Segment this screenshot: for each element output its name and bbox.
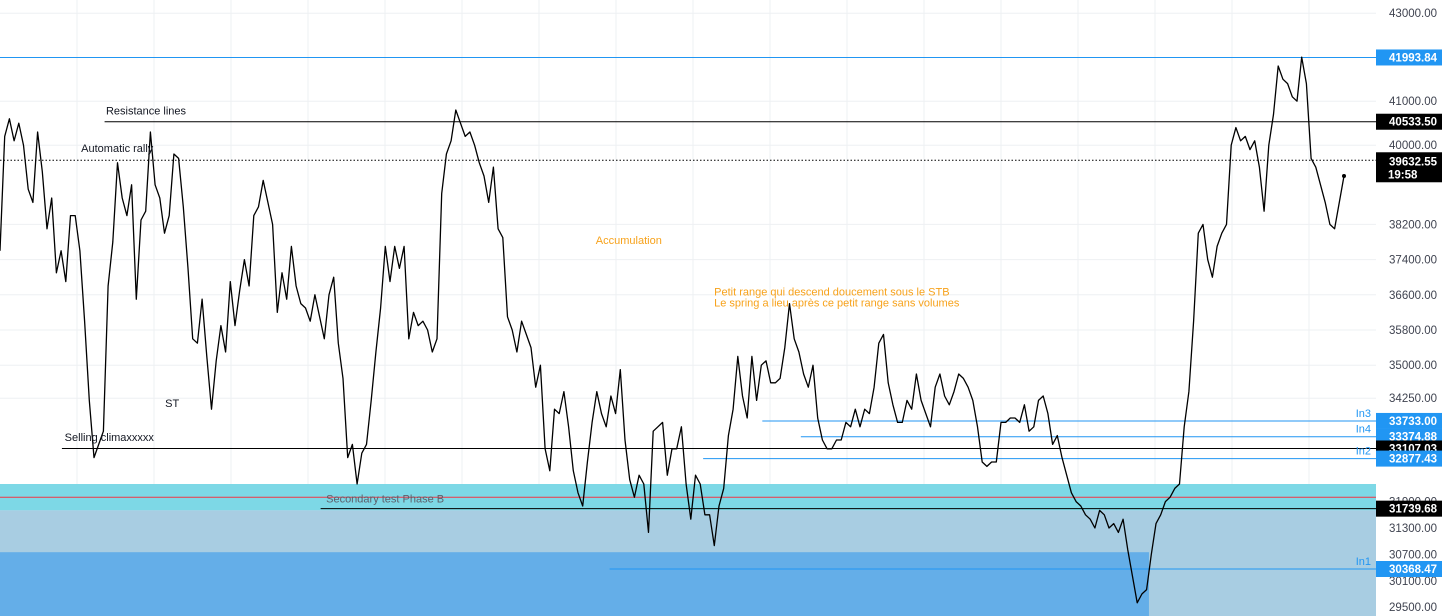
price-badge-label: 33733.00 — [1389, 416, 1437, 428]
price-badge — [1376, 153, 1442, 170]
price-axis-badges: 41993.8440533.5039657.3219:5839632.55337… — [1376, 49, 1442, 577]
last-price-marker — [1342, 174, 1346, 178]
price-badge-countdown: 19:58 — [1388, 169, 1418, 181]
y-tick-label: 37400.00 — [1389, 255, 1437, 267]
zone-rect — [0, 552, 1149, 616]
level-label: In1 — [1356, 556, 1371, 568]
price-badge — [1376, 113, 1442, 130]
y-tick-label: 35800.00 — [1389, 325, 1437, 337]
price-axis[interactable]: 43000.00 41000.00 40000.00 38200.00 37400.00… — [1376, 0, 1456, 616]
price-badge — [1376, 49, 1442, 66]
price-badge — [1376, 412, 1442, 429]
annotation-label: Secondary test Phase B — [326, 493, 444, 505]
level-label: In3 — [1356, 408, 1371, 420]
chart-annotations: Resistance lines Automatic rally ST Selling… — [65, 105, 960, 505]
price-badge-label: 39632.55 — [1389, 156, 1438, 168]
price-badge-label: 30368.47 — [1389, 564, 1437, 576]
price-badge — [1376, 560, 1442, 577]
y-tick-label: 30700.00 — [1389, 549, 1437, 561]
y-tick-label: 40000.00 — [1389, 140, 1437, 152]
annotation-label: Le spring a lieu après ce petit range sa… — [714, 298, 960, 310]
y-tick-label: 35000.00 — [1389, 360, 1437, 372]
y-tick-label: 38200.00 — [1389, 219, 1437, 231]
price-badge-label: 41993.84 — [1389, 52, 1438, 64]
annotation-label: Petit range qui descend doucement sous l… — [714, 287, 949, 299]
y-tick-label: 31300.00 — [1389, 523, 1437, 535]
price-series-line — [0, 56, 1345, 604]
level-label: In2 — [1356, 446, 1371, 458]
annotation-label: Accumulation — [596, 235, 662, 247]
annotation-label: ST — [165, 398, 179, 410]
price-badge — [1376, 450, 1442, 467]
annotation-label: Resistance lines — [106, 105, 187, 117]
price-badge-label: 31739.68 — [1389, 504, 1438, 516]
y-tick-label: 29500.00 — [1389, 602, 1437, 614]
annotation-label: Selling climaxxxxx — [65, 432, 155, 444]
y-tick-label: 34250.00 — [1389, 393, 1437, 405]
annotation-label: Automatic rally — [81, 143, 154, 155]
horizontal-lines: In3 In4 In2 In1 — [0, 56, 1376, 570]
level-label: In4 — [1356, 424, 1371, 436]
price-badge — [1376, 500, 1442, 517]
y-tick-label: 41000.00 — [1389, 96, 1437, 108]
y-tick-label: 36600.00 — [1389, 290, 1437, 302]
price-badge-label: 32877.43 — [1389, 454, 1437, 466]
price-zones — [0, 484, 1376, 616]
y-tick-label: 43000.00 — [1389, 8, 1437, 20]
y-tick-label: 30100.00 — [1389, 576, 1437, 588]
price-badge-label: 40533.50 — [1389, 117, 1437, 129]
